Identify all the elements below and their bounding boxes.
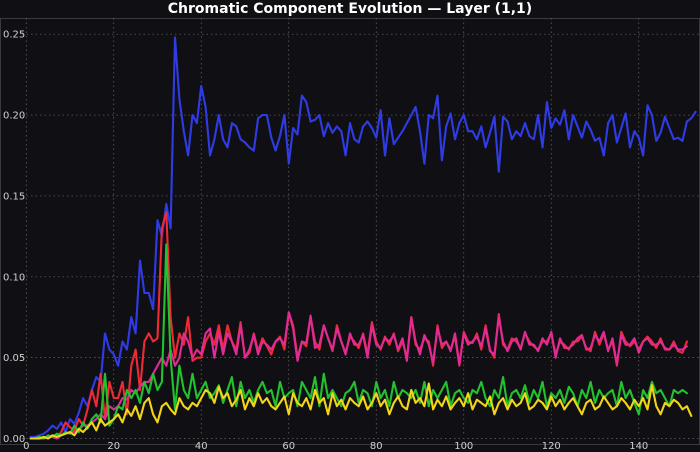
y-tick-label: 0.05 xyxy=(3,353,25,364)
series-line-3 xyxy=(29,311,688,440)
x-tick-label: 20 xyxy=(107,441,120,452)
series-line-2 xyxy=(29,211,688,440)
y-tick-label: 0.15 xyxy=(3,191,25,202)
y-axis-ticks: 0.00 0.05 0.10 0.15 0.20 0.25 xyxy=(3,30,25,445)
x-tick-label: 140 xyxy=(629,441,648,452)
x-tick-label: 80 xyxy=(370,441,383,452)
x-tick-label: 0 xyxy=(23,441,29,452)
y-tick-label: 0.25 xyxy=(3,30,25,41)
x-tick-label: 60 xyxy=(282,441,295,452)
series-layer xyxy=(29,36,697,440)
y-tick-label: 0.20 xyxy=(3,111,25,122)
x-tick-label: 120 xyxy=(542,441,561,452)
series-line-5 xyxy=(29,382,693,440)
x-tick-label: 40 xyxy=(195,441,208,452)
y-tick-label: 0.00 xyxy=(3,434,25,445)
y-tick-label: 0.10 xyxy=(3,272,25,283)
x-tick-label: 100 xyxy=(454,441,473,452)
x-axis-ticks: 0 20 40 60 80 100 120 140 xyxy=(23,441,648,452)
series-line-1 xyxy=(29,36,697,438)
chart-title: Chromatic Component Evolution — Layer (1… xyxy=(167,1,533,17)
